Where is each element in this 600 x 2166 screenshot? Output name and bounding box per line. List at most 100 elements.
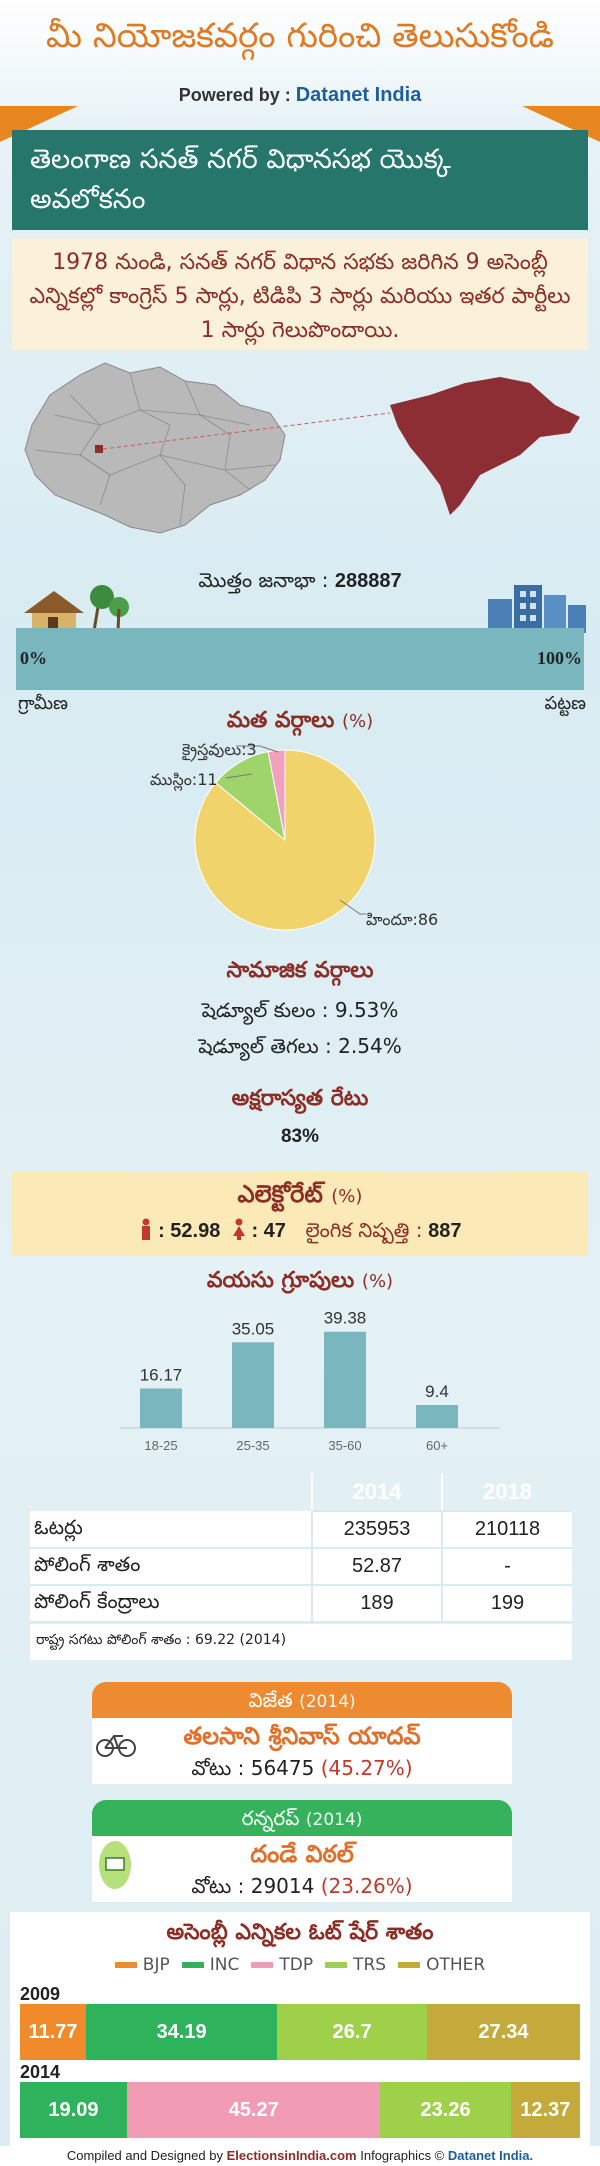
- age-tick-label: 60+: [426, 1438, 448, 1453]
- urban-rural-bar: [16, 628, 584, 690]
- winner-year: (2014): [299, 1692, 356, 1712]
- female-value: : 47: [251, 1220, 286, 1242]
- rural-percent: 0%: [20, 648, 47, 668]
- age-bar-25-35: [232, 1342, 274, 1428]
- bicycle-icon: [96, 1735, 136, 1757]
- religion-unit: (%): [342, 711, 374, 732]
- runner-header: రన్నరప్ (2014): [92, 1800, 512, 1836]
- legend-swatch: [251, 1962, 274, 1968]
- runner-head-text: రన్నరప్: [241, 1806, 300, 1830]
- male-icon: [141, 1218, 150, 1240]
- age-bar-value: 35.05: [232, 1319, 275, 1338]
- social-row-value: 9.53%: [334, 998, 399, 1022]
- urban-percent: 100%: [537, 648, 582, 668]
- state-average-note: రాష్ట్ర సగటు పోలింగ్ శాతం : 69.22 (2014): [30, 1624, 572, 1660]
- age-title: వయసు గ్రూపులు (%): [0, 1268, 600, 1298]
- row-label: ఓటర్లు: [30, 1511, 312, 1549]
- urban-label: పట్టణ: [544, 693, 586, 714]
- winner-header: విజేత (2014): [92, 1682, 512, 1718]
- powered-by: Powered by : Datanet India: [0, 84, 600, 107]
- constituency-map: [10, 355, 590, 545]
- footer: Compiled and Designed by ElectionsinIndi…: [0, 2146, 600, 2166]
- age-bar-18-25: [140, 1388, 182, 1428]
- vote-share-bar-2009: 11.77 34.19 26.7 27.34: [20, 2004, 580, 2060]
- legend-swatch: [325, 1962, 348, 1968]
- social-row-sc: షెడ్యూల్ కులం : 9.53%: [0, 998, 600, 1027]
- runner-year: (2014): [305, 1810, 363, 1830]
- legend-label: TDP: [279, 1955, 314, 1975]
- runner-card: [92, 1836, 512, 1902]
- age-bar-value: 16.17: [140, 1365, 183, 1384]
- male-value: : 52.98: [158, 1220, 221, 1242]
- row-label: పోలింగ్ శాతం: [30, 1548, 312, 1586]
- village-icon: [24, 585, 129, 632]
- table-header-row: 2014 2018: [30, 1474, 572, 1512]
- winner-votes-pct: (45.27%): [320, 1756, 413, 1780]
- powered-brand: Datanet India: [295, 84, 422, 106]
- intro-text: 1978 నుండి, సనత్ నగర్ విధాన సభకు జరిగిన …: [12, 238, 588, 350]
- party-symbol-icon: [99, 1841, 131, 1889]
- sex-ratio-label: లైంగిక నిష్పత్తి :: [305, 1218, 423, 1242]
- religion-title: మత వర్గాలు (%): [0, 708, 600, 738]
- age-tick-label: 35-60: [328, 1438, 361, 1453]
- voter-table: 2014 2018 ఓటర్లు 235953 210118 పోలింగ్ శ…: [30, 1474, 572, 1623]
- pie-label-muslim: ముస్లిం:11: [150, 770, 218, 789]
- population: మొత్తం జనాభా : 288887: [0, 568, 600, 597]
- pie-leader-hindu: [339, 899, 366, 915]
- sex-ratio-value: 887: [428, 1220, 462, 1242]
- city-icon: [488, 585, 586, 633]
- literacy-value: 83%: [280, 1126, 320, 1147]
- legend-label: OTHER: [426, 1955, 486, 1975]
- legend-label: TRS: [353, 1955, 387, 1975]
- pie-leader-muslim: [225, 773, 253, 779]
- age-tick-label: 18-25: [144, 1438, 177, 1453]
- footer-brand-elections: ElectionsinIndia.com: [226, 2148, 357, 2163]
- share-segment-tdp: 45.27: [126, 2082, 381, 2138]
- population-label: మొత్తం జనాభా :: [198, 568, 329, 592]
- runner-name: దండే విఠల్: [250, 1840, 354, 1868]
- column-header-2014: 2014: [311, 1474, 442, 1512]
- social-row-label: షెడ్యూల్ తెగలు :: [198, 1034, 332, 1058]
- pie-leader-christian: [236, 745, 279, 753]
- legend-item-bjp: BJP: [114, 1955, 170, 1975]
- runner-votes-pct: (23.26%): [320, 1874, 413, 1898]
- winner-votes: వోటు : 56475 (45.27%): [92, 1756, 512, 1785]
- age-bar-value: 9.4: [425, 1382, 449, 1401]
- runner-votes: వోటు : 29014 (23.26%): [92, 1874, 512, 1903]
- share-segment-trs: 23.26: [380, 2082, 511, 2138]
- state-map-shape: [24, 362, 286, 534]
- electorate-title-text: ఎలెక్టోరేట్: [237, 1180, 323, 1208]
- social-row-value: 2.54%: [338, 1034, 402, 1058]
- constituency-marker: [95, 445, 103, 453]
- pie-label-hindu: హిందూ:86: [366, 910, 439, 929]
- share-segment-trs: 26.7: [277, 2004, 427, 2060]
- table-row: పోలింగ్ శాతం 52.87 -: [30, 1548, 572, 1586]
- cell-2014: 189: [311, 1585, 442, 1623]
- religion-pie-chart: [140, 730, 500, 940]
- legend-label: INC: [209, 1955, 240, 1975]
- legend-label: BJP: [142, 1955, 170, 1975]
- age-bar-value: 39.38: [324, 1309, 367, 1328]
- cell-2014: 52.87: [311, 1548, 442, 1586]
- religion-title-text: మత వర్గాలు: [226, 708, 335, 733]
- table-corner: [30, 1474, 312, 1511]
- year-label-2014: 2014: [20, 2062, 61, 2082]
- legend-swatch: [181, 1962, 204, 1968]
- winner-name: తలసాని శ్రీనివాస్ యాదవ్: [183, 1722, 421, 1750]
- constituency-shape: [390, 377, 580, 515]
- runner-votes-label: వోటు : 29014: [191, 1874, 315, 1898]
- powered-label: Powered by :: [178, 85, 291, 105]
- legend-swatch: [398, 1962, 421, 1968]
- female-icon: [232, 1218, 245, 1240]
- age-unit: (%): [361, 1271, 394, 1292]
- share-segment-other: 12.37: [510, 2082, 580, 2138]
- winner-card: [92, 1718, 512, 1784]
- electorate-title: ఎలెక్టోరేట్ (%): [0, 1180, 600, 1214]
- year-label-2009: 2009: [20, 1984, 61, 2004]
- winner-head-text: విజేత: [248, 1688, 293, 1712]
- connector-line: [102, 412, 391, 450]
- social-title: సామాజిక వర్గాలు: [226, 958, 374, 983]
- cell-2018: 210118: [441, 1511, 572, 1549]
- legend-item-inc: INC: [181, 1955, 240, 1975]
- legend-swatch: [114, 1962, 137, 1968]
